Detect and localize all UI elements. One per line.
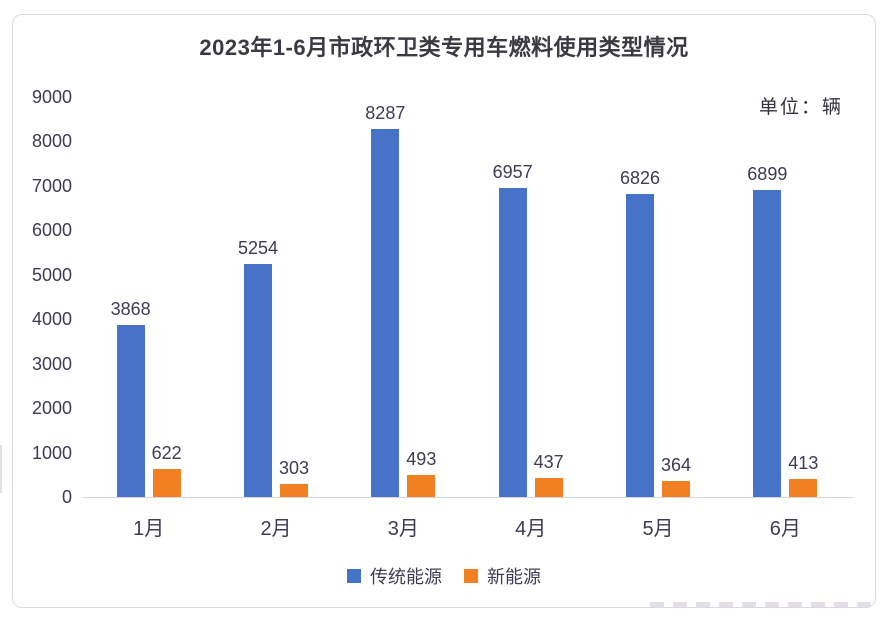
y-tick-label: 3000 (31, 353, 72, 374)
bar-traditional-energy (753, 190, 782, 497)
legend-item: 传统能源 (347, 563, 442, 589)
bar-value-label: 6899 (747, 164, 788, 185)
legend: 传统能源 新能源 (0, 563, 888, 589)
x-tick-label: 3月 (387, 518, 419, 540)
bar-traditional-energy (626, 193, 654, 497)
bar-new-energy (152, 469, 181, 497)
x-tick-label: 5月 (642, 518, 674, 540)
bar-traditional-energy (244, 263, 272, 497)
y-tick-label: 5000 (31, 264, 72, 285)
y-tick-label: 8000 (31, 131, 72, 152)
bar-value-label: 413 (788, 452, 819, 473)
y-tick-label: 1000 (31, 442, 72, 463)
bar-value-label: 303 (278, 457, 310, 478)
legend-label: 传统能源 (370, 567, 442, 587)
y-tick-label: 7000 (31, 175, 72, 196)
legend-swatch (347, 569, 361, 583)
watermark (650, 602, 875, 607)
legend-item: 新能源 (464, 563, 541, 589)
unit-label: 单位：辆 (758, 97, 843, 118)
bar-traditional-energy (498, 187, 527, 497)
bar-value-label: 622 (151, 443, 182, 464)
legend-swatch (464, 569, 478, 583)
edge-artifact (0, 445, 2, 493)
x-tick-label: 2月 (260, 518, 292, 540)
chart-title: 2023年1-6月市政环卫类专用车燃料使用类型情况 (199, 35, 689, 60)
x-tick-label: 6月 (769, 518, 801, 540)
bar-traditional-energy (371, 128, 400, 497)
x-axis-baseline (83, 497, 853, 498)
x-tick-label: 4月 (515, 518, 547, 540)
plot-area: 3868 622 1月 5254 303 2月 8287 493 3月 6957 437 4月 6826… (85, 97, 849, 540)
legend-label: 新能源 (487, 567, 541, 587)
y-tick-label: 0 (61, 487, 72, 507)
x-tick-label: 1月 (133, 518, 165, 540)
y-tick-label: 6000 (31, 220, 72, 241)
bar-value-label: 493 (406, 449, 437, 470)
bar-value-label: 3868 (110, 299, 151, 320)
bar-new-energy (280, 483, 308, 497)
bar-value-label: 8287 (365, 102, 406, 123)
bar-value-label: 364 (660, 454, 692, 475)
bar-value-label: 5254 (237, 237, 279, 258)
bar-new-energy (534, 477, 563, 497)
bar-traditional-energy (116, 325, 145, 497)
bar-new-energy (789, 478, 818, 497)
bar-value-label: 437 (533, 451, 564, 472)
bar-value-label: 6826 (619, 167, 661, 188)
bar-value-label: 6957 (492, 161, 533, 182)
y-tick-label: 9000 (31, 87, 72, 107)
y-tick-label: 4000 (31, 309, 72, 330)
y-tick-label: 2000 (31, 398, 72, 419)
bar-new-energy (662, 480, 690, 497)
bar-new-energy (407, 475, 436, 497)
